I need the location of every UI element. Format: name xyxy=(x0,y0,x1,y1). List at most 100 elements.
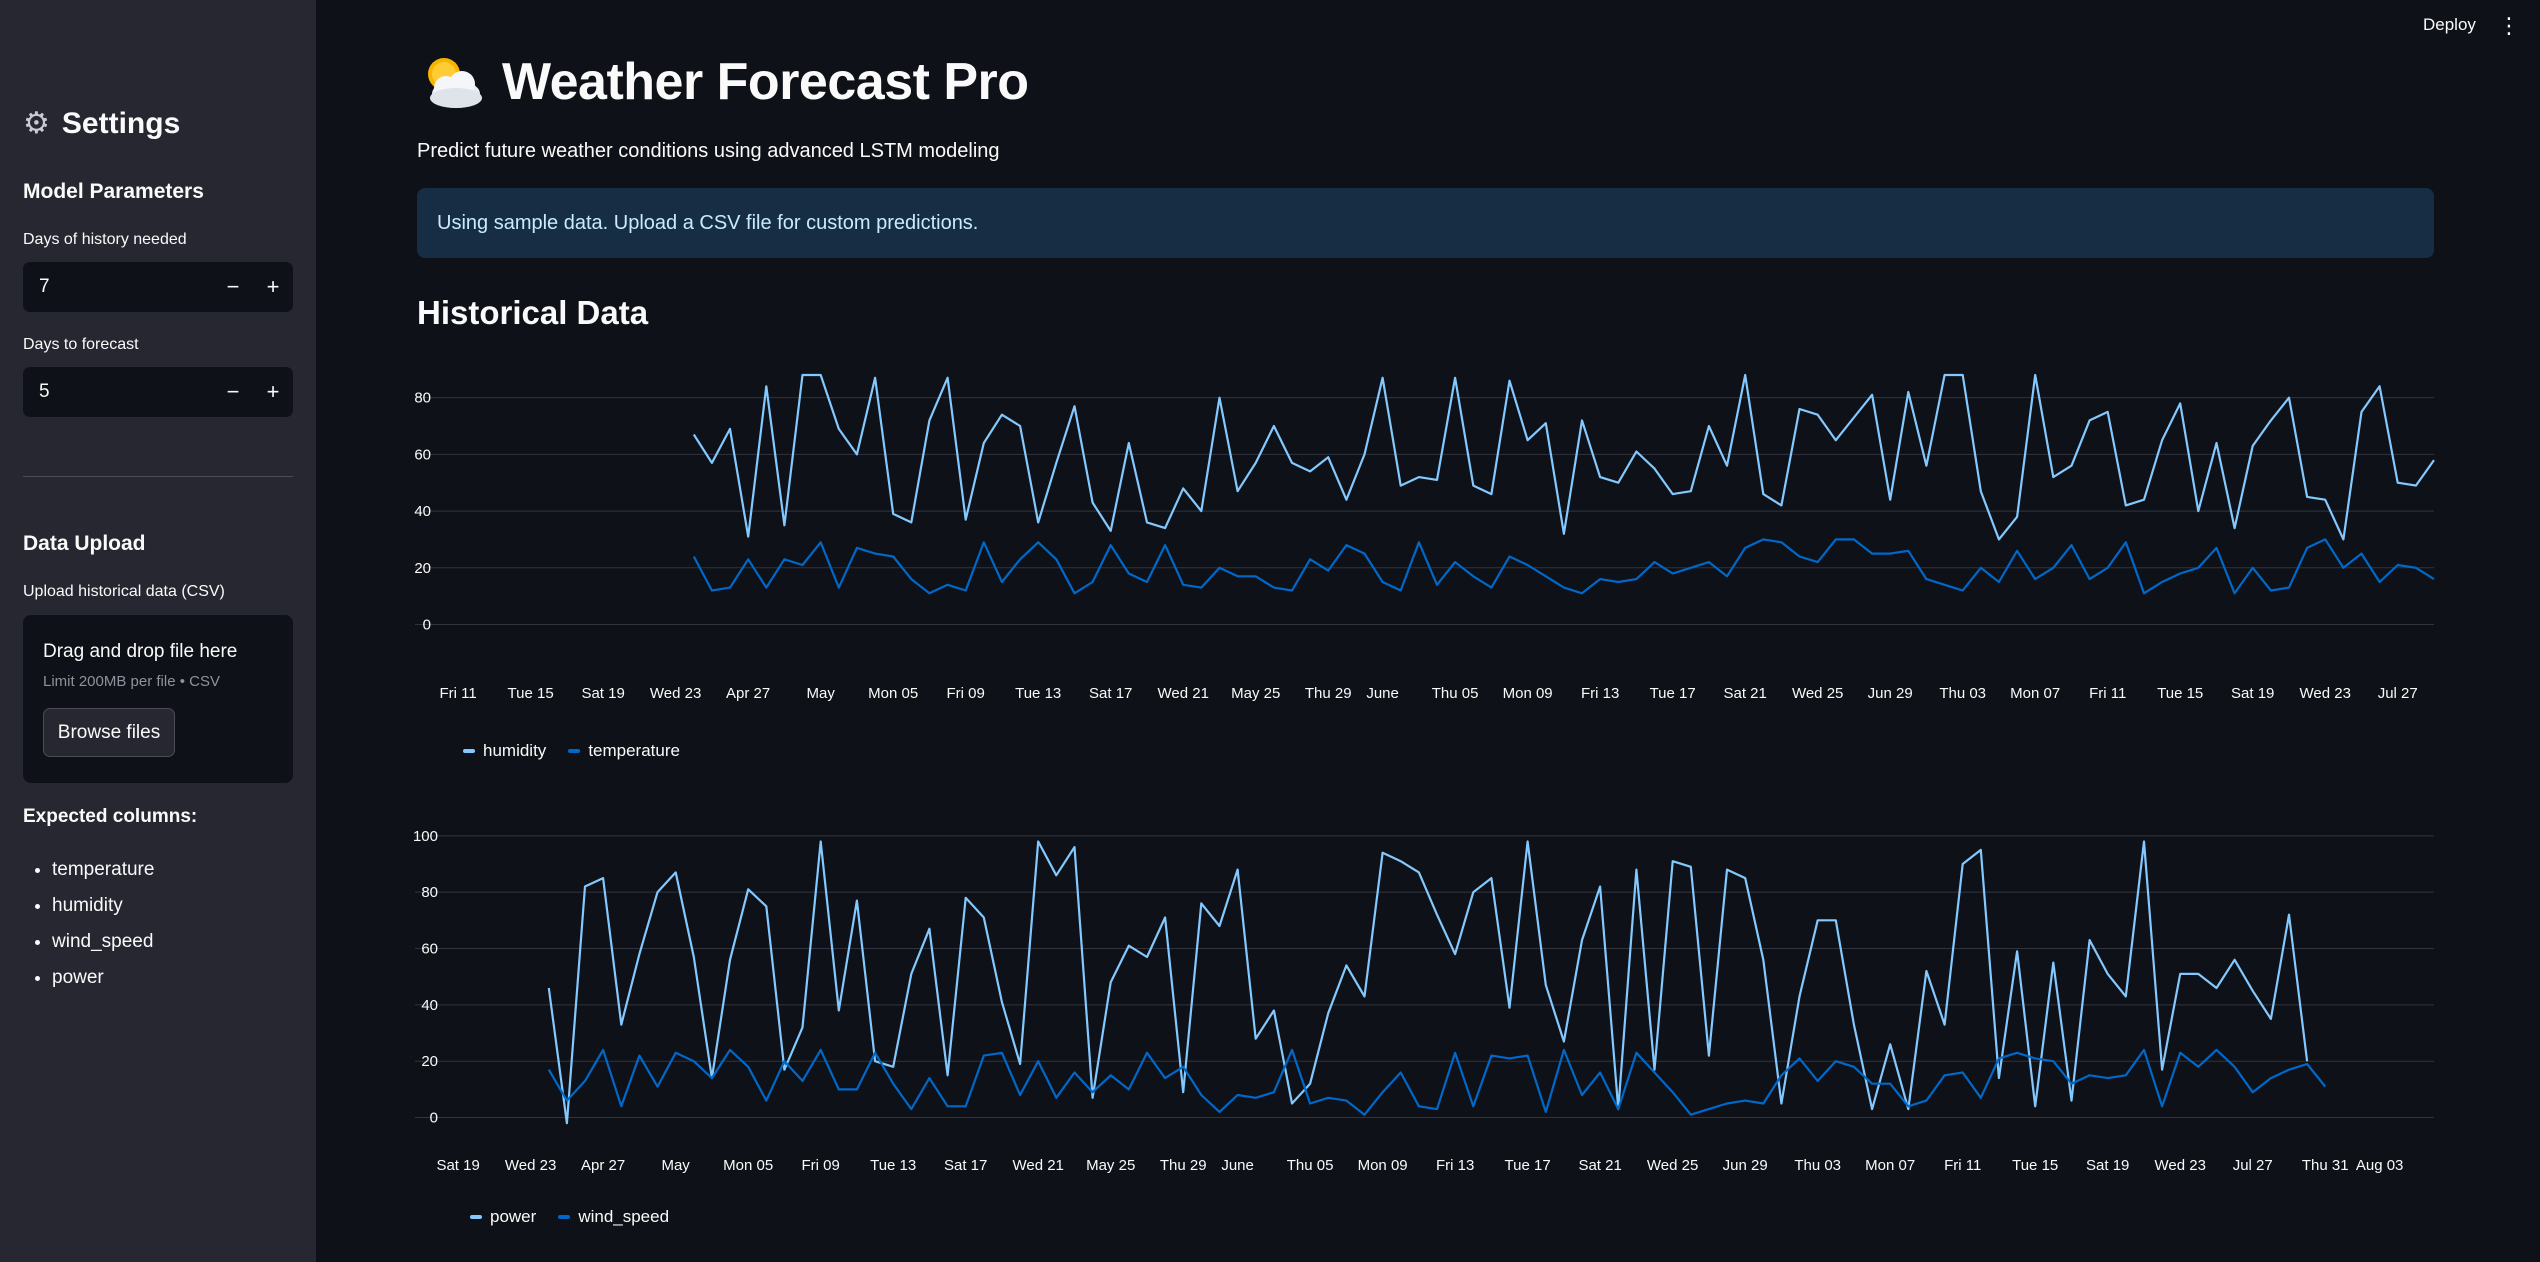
history-days-decrement-button[interactable]: − xyxy=(226,274,240,299)
history-days-value[interactable]: 7 xyxy=(39,276,50,297)
x-tick-label: Mon 09 xyxy=(1503,685,1553,702)
x-tick-label: May 25 xyxy=(1086,1157,1135,1174)
list-item: wind_speed xyxy=(52,928,154,964)
list-item: temperature xyxy=(52,856,154,892)
legend-label: wind_speed xyxy=(578,1207,670,1226)
x-tick-label: Wed 23 xyxy=(2300,685,2351,702)
x-tick-label: Tue 15 xyxy=(2012,1157,2058,1174)
legend-swatch xyxy=(470,1215,482,1219)
x-tick-label: Thu 29 xyxy=(1305,685,1352,702)
list-item: power xyxy=(52,964,154,1000)
x-tick-label: Fri 13 xyxy=(1581,685,1619,702)
history-days-input[interactable]: 7 − + xyxy=(23,262,293,312)
legend-label: power xyxy=(490,1207,537,1226)
legend-label: temperature xyxy=(588,741,680,760)
x-tick-label: Mon 09 xyxy=(1358,1157,1408,1174)
series-line-humidity[interactable] xyxy=(692,373,2435,541)
x-tick-label: June xyxy=(1366,685,1399,702)
forecast-days-value[interactable]: 5 xyxy=(39,381,50,402)
sidebar-title-text: Settings xyxy=(61,106,181,140)
x-tick-label: May xyxy=(807,685,836,702)
x-tick-label: Wed 23 xyxy=(505,1157,556,1174)
power-windspeed-chart[interactable]: 0 20 40 60 80 100 Sat 19 Wed 23 Apr 27 May Mon 05 F… xyxy=(0,808,2540,1178)
x-tick-label: Wed 21 xyxy=(1012,1157,1063,1174)
page-title-text: Weather Forecast Pro xyxy=(502,53,1029,111)
x-tick-label: Fri 13 xyxy=(1436,1157,1474,1174)
page-subtitle: Predict future weather conditions using … xyxy=(417,140,1000,162)
sidebar-title: ⚙ Settings xyxy=(23,106,180,141)
sun-behind-cloud-icon xyxy=(416,52,486,112)
kebab-menu-icon[interactable]: ⋮ xyxy=(2498,13,2520,38)
y-tick-label: 0 xyxy=(430,1110,438,1127)
x-tick-label: Thu 05 xyxy=(1287,1157,1334,1174)
forecast-days-input[interactable]: 5 − + xyxy=(23,367,293,417)
chart1-legend: humidity temperature xyxy=(463,741,680,761)
info-alert: Using sample data. Upload a CSV file for… xyxy=(417,188,2434,258)
forecast-days-increment-button[interactable]: + xyxy=(266,379,280,404)
legend-item-temperature[interactable]: temperature xyxy=(568,741,680,761)
sidebar-divider xyxy=(23,476,293,477)
legend-item-power[interactable]: power xyxy=(470,1207,536,1227)
x-tick-label: Mon 07 xyxy=(2010,685,2060,702)
x-tick-label: Aug 03 xyxy=(2356,1157,2404,1174)
x-tick-label: Jun 29 xyxy=(1723,1157,1768,1174)
y-tick-label: 20 xyxy=(414,560,431,577)
x-tick-label: Fri 09 xyxy=(947,685,985,702)
y-tick-label: 20 xyxy=(421,1053,438,1070)
series-line-wind-speed[interactable] xyxy=(547,1048,2327,1116)
x-tick-label: Apr 27 xyxy=(726,685,770,702)
x-tick-label: May xyxy=(661,1157,690,1174)
legend-item-humidity[interactable]: humidity xyxy=(463,741,546,761)
humidity-temperature-chart[interactable]: 0 20 40 60 80 Fri 11 Tue 15 Sat 19 Wed 23 Apr 27 M… xyxy=(0,350,2540,720)
x-tick-label: Sat 19 xyxy=(2231,685,2274,702)
x-tick-label: Wed 23 xyxy=(2154,1157,2205,1174)
browse-files-button[interactable]: Browse files xyxy=(43,708,175,757)
x-tick-label: Tue 17 xyxy=(1650,685,1696,702)
expected-columns-heading: Expected columns: xyxy=(23,806,198,827)
x-tick-label: Mon 05 xyxy=(723,1157,773,1174)
series-line-temperature[interactable] xyxy=(692,538,2435,595)
x-tick-label: Tue 15 xyxy=(508,685,554,702)
data-upload-heading: Data Upload xyxy=(23,532,146,555)
chart2-legend: power wind_speed xyxy=(470,1207,669,1227)
model-parameters-heading: Model Parameters xyxy=(23,180,204,203)
gear-icon: ⚙ xyxy=(23,107,50,140)
x-tick-label: Fri 11 xyxy=(440,685,477,702)
y-tick-label: 0 xyxy=(423,616,431,633)
x-tick-label: Mon 07 xyxy=(1865,1157,1915,1174)
x-tick-label: June xyxy=(1221,1157,1254,1174)
legend-swatch xyxy=(568,749,581,753)
list-item: humidity xyxy=(52,892,154,928)
x-tick-label: Apr 27 xyxy=(581,1157,625,1174)
forecast-days-decrement-button[interactable]: − xyxy=(226,379,240,404)
series-line-power[interactable] xyxy=(547,840,2309,1125)
x-tick-label: Fri 11 xyxy=(2089,685,2126,702)
info-alert-text: Using sample data. Upload a CSV file for… xyxy=(437,211,979,234)
y-tick-label: 40 xyxy=(414,503,431,520)
page-title: Weather Forecast Pro xyxy=(416,52,1029,112)
dropzone-limit-text: Limit 200MB per file • CSV xyxy=(43,673,220,690)
x-tick-label: Sat 17 xyxy=(944,1157,987,1174)
y-tick-label: 40 xyxy=(421,997,438,1014)
x-tick-label: Fri 09 xyxy=(802,1157,840,1174)
y-tick-label: 100 xyxy=(413,828,438,845)
y-tick-label: 80 xyxy=(414,390,431,407)
x-tick-label: Thu 29 xyxy=(1160,1157,1207,1174)
x-tick-label: Sat 21 xyxy=(1723,685,1766,702)
x-tick-label: Wed 25 xyxy=(1792,685,1843,702)
legend-swatch xyxy=(558,1215,571,1219)
x-tick-label: Jun 29 xyxy=(1868,685,1913,702)
legend-item-wind-speed[interactable]: wind_speed xyxy=(558,1207,669,1227)
file-dropzone[interactable]: Drag and drop file here Limit 200MB per … xyxy=(23,615,293,783)
forecast-days-label: Days to forecast xyxy=(23,336,139,353)
history-days-increment-button[interactable]: + xyxy=(266,274,280,299)
x-tick-label: Wed 21 xyxy=(1157,685,1208,702)
historical-data-heading: Historical Data xyxy=(417,294,649,331)
legend-label: humidity xyxy=(483,741,547,760)
x-tick-label: Sat 19 xyxy=(436,1157,479,1174)
expected-columns-list: temperature humidity wind_speed power xyxy=(52,856,154,1000)
x-tick-label: Tue 15 xyxy=(2157,685,2203,702)
x-tick-label: Thu 03 xyxy=(1794,1157,1841,1174)
x-tick-label: Jul 27 xyxy=(2233,1157,2273,1174)
deploy-button[interactable]: Deploy xyxy=(2423,15,2476,34)
